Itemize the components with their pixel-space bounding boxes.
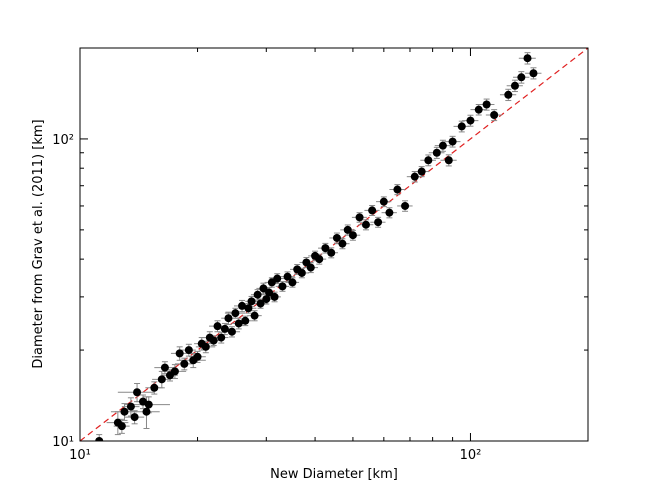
point [361, 220, 370, 229]
point [130, 413, 139, 422]
point [448, 137, 457, 146]
point [348, 231, 357, 240]
point [338, 239, 347, 248]
point [393, 185, 402, 194]
point [170, 367, 179, 376]
y-tick-label: 10² [52, 133, 74, 148]
point [457, 122, 466, 131]
point [262, 295, 271, 304]
point [193, 352, 202, 361]
point [273, 274, 282, 283]
point [220, 324, 229, 333]
point [490, 111, 499, 120]
x-tick-label: 10² [460, 448, 482, 463]
point [150, 383, 159, 392]
point [184, 346, 193, 355]
point [417, 167, 426, 176]
point [410, 172, 419, 181]
point [424, 156, 433, 165]
point [510, 81, 519, 90]
point [306, 263, 315, 272]
point [117, 422, 126, 431]
point [133, 388, 142, 397]
point [157, 375, 166, 384]
point [224, 314, 233, 323]
point [201, 342, 210, 351]
point [250, 311, 259, 320]
point [180, 359, 189, 368]
point [327, 248, 336, 257]
point [231, 309, 240, 318]
y-tick-label: 10¹ [52, 435, 74, 450]
point [247, 297, 256, 306]
point [120, 407, 129, 416]
point [438, 141, 447, 150]
x-axis-label: New Diameter [km] [270, 467, 398, 482]
y-axis-label: Diameter from Grav et al. (2011) [km] [31, 119, 46, 368]
point [227, 327, 236, 336]
point [315, 255, 324, 264]
point [217, 333, 226, 342]
point [144, 400, 153, 409]
plot-frame [79, 47, 589, 442]
x-tick-label: 10¹ [69, 448, 91, 463]
point [401, 201, 410, 210]
point [482, 100, 491, 109]
point [288, 278, 297, 287]
point [126, 402, 135, 411]
point [283, 272, 292, 281]
point [504, 90, 513, 99]
point [259, 284, 268, 293]
point [355, 213, 364, 222]
point [321, 244, 330, 253]
point [142, 407, 151, 416]
point [444, 156, 453, 165]
point [244, 304, 253, 313]
point [332, 233, 341, 242]
point [466, 116, 475, 125]
point [385, 208, 394, 217]
point [432, 148, 441, 157]
point [343, 225, 352, 234]
point [270, 292, 279, 301]
point [368, 206, 377, 215]
point [213, 322, 222, 331]
reference-line [80, 48, 588, 441]
point [238, 301, 247, 310]
point [256, 299, 265, 308]
point [297, 268, 306, 277]
point [523, 54, 532, 63]
point [265, 288, 274, 297]
point [175, 349, 184, 358]
point [160, 363, 169, 372]
point [379, 197, 388, 206]
point [529, 69, 538, 78]
point [95, 437, 104, 441]
point [241, 316, 250, 325]
point [374, 218, 383, 227]
point [278, 282, 287, 291]
point [474, 105, 483, 114]
point [209, 336, 218, 345]
point [234, 319, 243, 328]
point [253, 290, 262, 299]
point [517, 73, 526, 82]
